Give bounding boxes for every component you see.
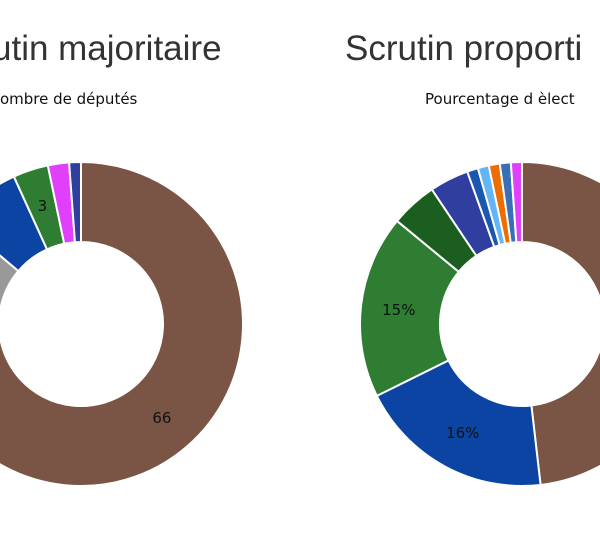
chart-1-slice-6	[68, 160, 82, 244]
chart-2-slice-2	[375, 359, 542, 487]
chart-1-subtitle: ombre de députés	[0, 90, 138, 108]
chart-2-slice-3	[359, 219, 461, 398]
chart-2-slice-label-3: 15%	[382, 301, 415, 319]
chart-1-title: utin majoritaire	[0, 29, 222, 68]
chart-2-subtitle: Pourcentage d èlect	[425, 90, 575, 108]
chart-2-title: Scrutin proporti	[345, 29, 582, 68]
chart-1-slice-label-4: 3	[38, 197, 48, 215]
chart-2-slice-1	[521, 160, 600, 487]
chart-2-donut: 16% 15%	[359, 160, 600, 487]
chart-1-donut: 66 3	[0, 160, 244, 487]
chart-1-slice-1	[0, 160, 244, 487]
chart-1-slice-2	[0, 254, 20, 313]
chart-2-slice-10	[509, 160, 523, 244]
chart-2-slice-label-2: 16%	[446, 424, 479, 442]
chart-1-slice-label-1: 66	[152, 409, 171, 427]
